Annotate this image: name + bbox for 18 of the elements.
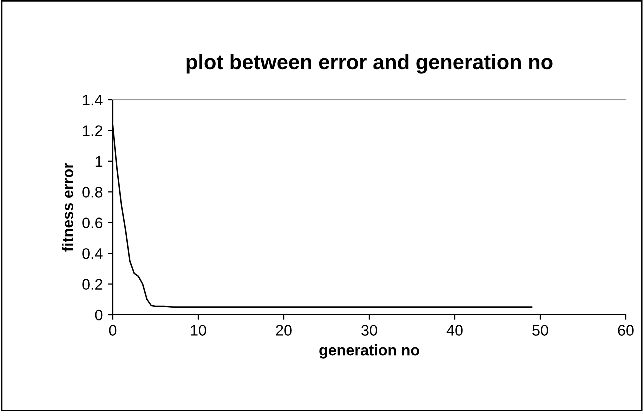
x-tick-label: 30 bbox=[362, 325, 378, 336]
x-tick-label: 0 bbox=[109, 325, 117, 336]
x-tick-label: 60 bbox=[618, 325, 634, 336]
y-tick-label: 0.8 bbox=[82, 187, 103, 198]
x-tick-label: 40 bbox=[446, 325, 463, 336]
y-tick-label: 0 bbox=[95, 310, 103, 321]
y-tick-label: 1.4 bbox=[83, 95, 103, 106]
y-tick-label: 1 bbox=[96, 156, 103, 167]
y-tick-label: 0.6 bbox=[82, 218, 103, 229]
y-tick-label: 0.4 bbox=[82, 248, 103, 260]
x-tick-label: 50 bbox=[532, 325, 548, 336]
y-axis-title: fitness error bbox=[62, 163, 74, 252]
x-axis-title: generation no bbox=[320, 344, 420, 359]
x-tick-label: 20 bbox=[276, 325, 292, 336]
y-tick-label: 1.2 bbox=[83, 126, 103, 136]
y-tick-label: 0.2 bbox=[82, 279, 103, 290]
x-tick-label: 10 bbox=[191, 325, 206, 336]
chart-title: plot between error and generation no bbox=[186, 54, 553, 74]
